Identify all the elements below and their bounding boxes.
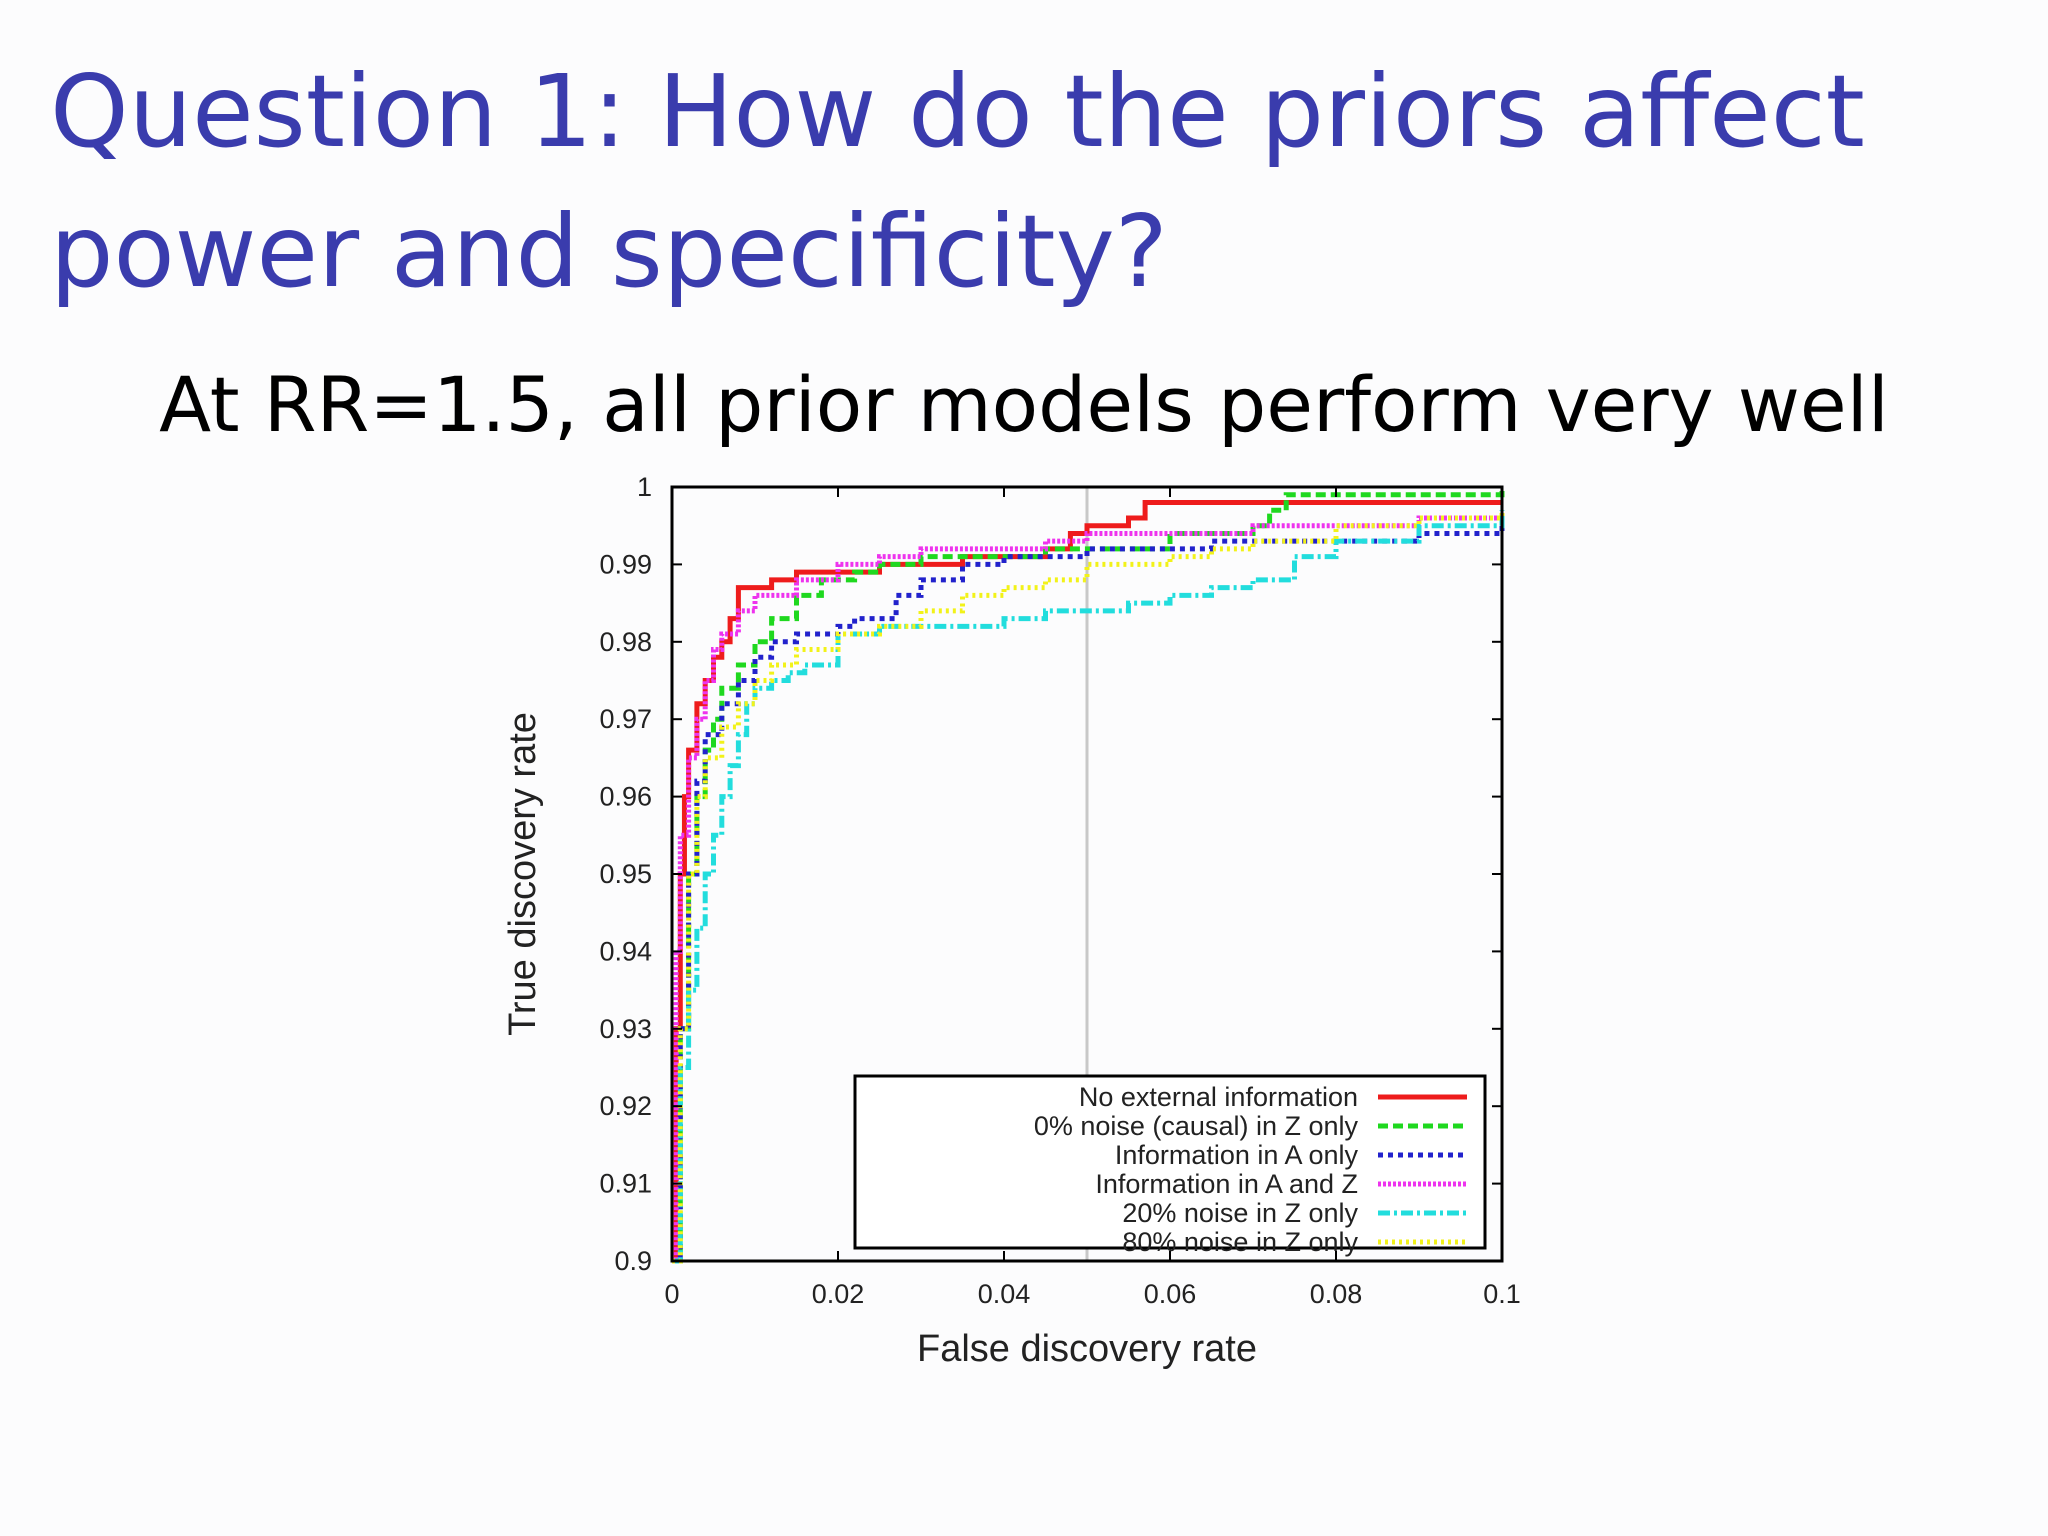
x-tick-label: 0.08 bbox=[1310, 1279, 1363, 1309]
y-tick-label: 0.92 bbox=[599, 1091, 652, 1121]
x-tick-label: 0.02 bbox=[812, 1279, 865, 1309]
slide-title-line-1: Question 1: How do the priors affect bbox=[50, 53, 1865, 170]
y-tick-label: 0.94 bbox=[599, 936, 652, 966]
x-tick-label: 0.06 bbox=[1144, 1279, 1197, 1309]
y-tick-label: 0.9 bbox=[614, 1246, 652, 1276]
y-axis-label: True discovery rate bbox=[502, 712, 544, 1036]
legend-label: 80% noise in Z only bbox=[1122, 1227, 1358, 1257]
slide-title: Question 1: How do the priors affect pow… bbox=[50, 42, 1950, 322]
slide-subtitle: At RR=1.5, all prior models perform very… bbox=[0, 360, 2048, 449]
series-line-6 bbox=[672, 510, 1505, 1264]
y-tick-label: 0.97 bbox=[599, 704, 652, 734]
x-tick-label: 0.1 bbox=[1483, 1279, 1521, 1309]
series-line-4 bbox=[672, 515, 1502, 1264]
series-line-5 bbox=[672, 510, 1505, 1264]
y-tick-label: 0.98 bbox=[599, 627, 652, 657]
legend-box bbox=[853, 1074, 1487, 1250]
x-axis-label: False discovery rate bbox=[917, 1328, 1257, 1370]
y-tick-label: 0.93 bbox=[599, 1014, 652, 1044]
legend-label: No external information bbox=[1079, 1082, 1358, 1112]
x-tick-label: 0.04 bbox=[978, 1279, 1031, 1309]
chart-series bbox=[672, 487, 1505, 1264]
legend-label: 20% noise in Z only bbox=[1122, 1198, 1358, 1228]
y-tick-label: 0.96 bbox=[599, 782, 652, 812]
legend-label: 0% noise (causal) in Z only bbox=[1034, 1111, 1359, 1141]
y-tick-label: 0.91 bbox=[599, 1169, 652, 1199]
legend-label: Information in A and Z bbox=[1095, 1169, 1358, 1199]
y-tick-label: 1 bbox=[637, 472, 652, 502]
x-tick-label: 0 bbox=[664, 1279, 679, 1309]
y-tick-label: 0.95 bbox=[599, 859, 652, 889]
y-tick-label: 0.99 bbox=[599, 549, 652, 579]
slide-subtitle-text: At RR=1.5, all prior models perform very… bbox=[159, 360, 1889, 449]
legend-label: Information in A only bbox=[1115, 1140, 1359, 1170]
chart-ticks: 0 0.02 0.04 0.06 0.08 0.1 0.9 0.91 0.92 0.93 0.94 0… bbox=[599, 472, 1520, 1309]
slide-title-line-2: power and specificity? bbox=[50, 193, 1168, 310]
